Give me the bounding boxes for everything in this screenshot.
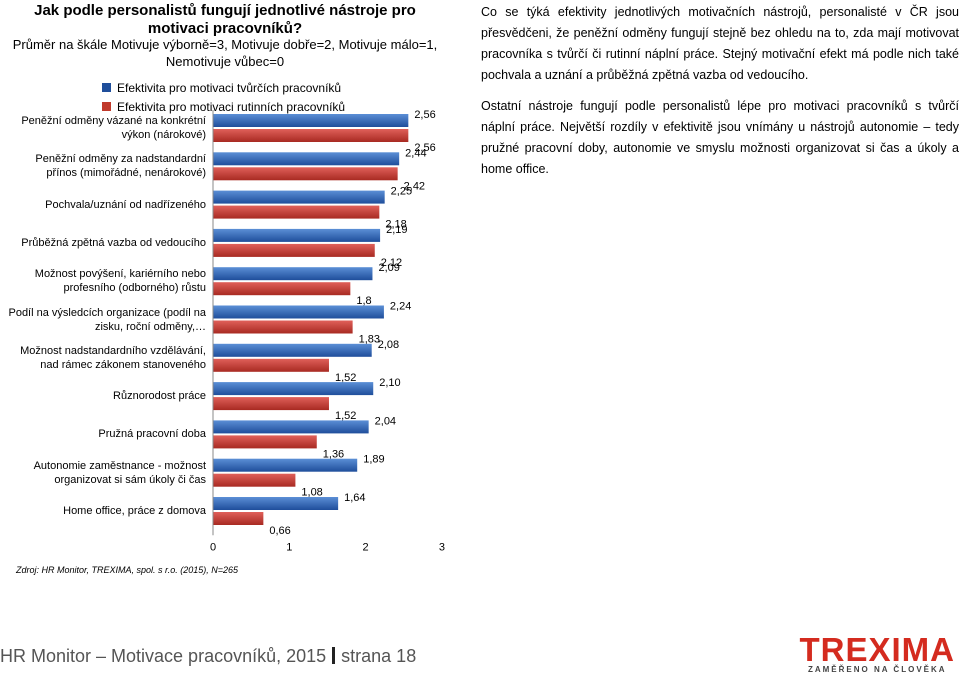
bar-routine [213, 129, 409, 142]
data-label: 2,08 [378, 339, 399, 351]
bar-routine [213, 435, 317, 449]
data-label: 1,8 [356, 295, 371, 307]
legend-item-routine: Efektivita pro motivaci rutinních pracov… [102, 97, 345, 116]
category-label: Možnost povýšení, kariérního nebo profes… [34, 268, 206, 295]
category-label: Home office, práce z domova [63, 505, 206, 517]
bar-creative [213, 382, 374, 396]
legend-label-creative: Efektivita pro motivaci tvůrčích pracovn… [117, 80, 342, 95]
category-label: Pochvala/uznání od nadřízeného [45, 198, 206, 211]
bar-routine [213, 205, 380, 219]
x-tick-label: 3 [439, 541, 445, 553]
data-label: 0,66 [269, 525, 290, 537]
bar-creative [213, 152, 400, 166]
bar-routine [213, 473, 296, 487]
bar-creative [213, 458, 358, 472]
bar-creative [213, 420, 369, 434]
data-label: 1,52 [335, 410, 356, 422]
bar-routine [213, 243, 375, 257]
data-label: 2,04 [375, 415, 396, 427]
chart-title: Jak podle personalistů fungují jednotliv… [34, 2, 416, 37]
bar-creative [213, 228, 381, 242]
footer: HR Monitor – Motivace pracovníků, 2015 st… [0, 646, 416, 667]
bar-creative [213, 305, 384, 319]
data-label: 1,52 [335, 372, 356, 384]
x-tick-label: 2 [363, 541, 369, 553]
data-label: 2,19 [386, 224, 407, 236]
category-label: Podíl na výsledcích organizace (podíl na… [8, 306, 206, 333]
category-label: Průběžná zpětná vazba od vedoucího [21, 236, 206, 249]
category-label: Možnost nadstandardního vzdělávání, nad … [20, 344, 206, 371]
logo-wordmark: TREXIMA [799, 631, 955, 668]
bar-creative [213, 114, 409, 127]
data-label: 1,08 [301, 487, 322, 499]
bar-creative [213, 497, 339, 510]
data-label: 1,89 [363, 454, 384, 466]
category-label: Různorodost práce [113, 390, 206, 403]
legend-swatch-creative [102, 83, 111, 92]
bar-routine [213, 512, 264, 525]
category-label: Autonomie zaměstnance - možnost organizo… [33, 459, 206, 486]
category-label: Peněžní odměny vázané na konkrétní výkon… [21, 115, 206, 141]
bar-creative [213, 343, 372, 357]
commentary-paragraph-2: Ostatní nástroje fungují podle personali… [481, 99, 959, 176]
footer-title: HR Monitor – Motivace pracovníků, 2015 [0, 646, 327, 666]
data-label: 2,18 [385, 219, 406, 231]
data-label: 2,56 [414, 142, 435, 154]
bar-routine [213, 320, 353, 334]
legend-swatch-routine [102, 102, 111, 111]
data-label: 1,83 [359, 334, 380, 346]
bar-routine [213, 358, 329, 372]
data-label: 2,24 [390, 301, 411, 313]
data-label: 2,10 [379, 377, 400, 389]
category-label: Peněžní odměny za nadstandardní přínos (… [35, 153, 206, 180]
legend-label-routine: Efektivita pro motivaci rutinních pracov… [117, 99, 346, 114]
footer-page: strana 18 [341, 646, 417, 666]
data-label: 1,64 [344, 492, 365, 504]
data-label: 2,42 [404, 180, 425, 192]
source-note: Zdroj: HR Monitor, TREXIMA, spol. s r.o.… [16, 565, 238, 575]
data-label: 2,56 [414, 109, 435, 121]
bar-creative [213, 267, 373, 281]
bar-chart: 2,562,562,442,422,252,182,192,122,091,8 2… [210, 109, 445, 553]
bar-routine [213, 282, 351, 296]
data-label: 2,09 [378, 262, 399, 274]
chart-subtitle: Průměr na škále Motivuje výborně=3, Moti… [12, 37, 438, 69]
x-tick-label: 1 [286, 541, 292, 553]
bar-routine [213, 397, 329, 411]
footer-separator [332, 647, 336, 664]
logo-tagline: ZAMĚŘENO NA ČLOVĚKA [807, 665, 947, 674]
data-label: 2,44 [405, 147, 426, 159]
data-label: 2,12 [381, 257, 402, 269]
legend-item-creative: Efektivita pro motivaci tvůrčích pracovn… [102, 78, 345, 97]
legend: Efektivita pro motivaci tvůrčích pracovn… [102, 78, 345, 116]
bar-routine [213, 167, 398, 181]
data-label: 1,36 [323, 448, 344, 460]
commentary: Co se týká efektivity jednotlivých motiv… [481, 2, 959, 190]
trexima-logo: TREXIMA ZAMĚŘENO NA ČLOVĚKA [799, 631, 956, 675]
bar-creative [213, 190, 385, 204]
commentary-paragraph-1: Co se týká efektivity jednotlivých motiv… [481, 5, 959, 82]
x-tick-label: 0 [210, 541, 216, 553]
category-label: Pružná pracovní doba [98, 428, 206, 441]
data-label: 2,25 [391, 186, 412, 198]
